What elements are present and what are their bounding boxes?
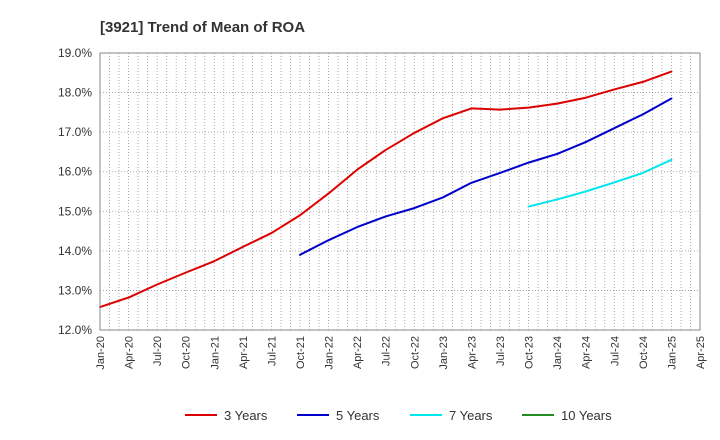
x-tick-label: Oct-23	[524, 336, 536, 369]
x-tick-label: Apr-21	[238, 336, 250, 369]
x-tick-label: Jan-21	[209, 336, 221, 370]
legend: 3 Years 5 Years 7 Years 10 Years	[185, 408, 612, 423]
x-tick-label: Apr-20	[124, 336, 136, 369]
x-tick-label: Jan-23	[438, 336, 450, 370]
y-tick-label: 16.0%	[58, 165, 92, 179]
series-line-5-years	[299, 97, 673, 256]
legend-label: 10 Years	[561, 408, 612, 423]
y-tick-label: 15.0%	[58, 204, 92, 218]
y-tick-label: 19.0%	[58, 46, 92, 60]
x-tick-label: Jul-23	[495, 336, 507, 366]
x-axis-ticks: Jan-20 Apr-20 Jul-20 Oct-20 Jan-21 Apr-21 Jul-…	[95, 336, 707, 370]
y-tick-label: 13.0%	[58, 283, 92, 297]
x-tick-label: Jan-24	[552, 336, 564, 370]
x-tick-label: Jan-20	[95, 336, 107, 370]
legend-label: 7 Years	[449, 408, 493, 423]
x-tick-label: Apr-23	[466, 336, 478, 369]
y-tick-label: 17.0%	[58, 125, 92, 139]
x-tick-label: Oct-24	[638, 336, 650, 369]
x-tick-label: Jul-24	[609, 336, 621, 366]
y-axis-ticks: 12.0% 13.0% 14.0% 15.0% 16.0% 17.0% 18.0% 19.0%	[58, 46, 92, 337]
y-tick-label: 14.0%	[58, 244, 92, 258]
x-tick-label: Apr-24	[581, 336, 593, 369]
chart-title: [3921] Trend of Mean of ROA	[100, 19, 305, 36]
y-tick-label: 12.0%	[58, 323, 92, 337]
x-tick-label: Oct-20	[181, 336, 193, 369]
x-tick-label: Jan-22	[324, 336, 336, 370]
x-tick-label: Jul-22	[381, 336, 393, 366]
x-tick-label: Jul-21	[266, 336, 278, 366]
x-tick-label: Jul-20	[152, 336, 164, 366]
x-tick-label: Apr-22	[352, 336, 364, 369]
y-tick-label: 18.0%	[58, 86, 92, 100]
legend-label: 3 Years	[224, 408, 268, 423]
series-line-7-years	[527, 158, 673, 208]
grid-lines	[100, 52, 700, 331]
plot-area	[100, 53, 700, 330]
legend-label: 5 Years	[336, 408, 380, 423]
series-lines	[99, 70, 673, 309]
x-tick-label: Oct-22	[409, 336, 421, 369]
x-tick-label: Jan-25	[666, 336, 678, 370]
series-line-3-years	[99, 70, 673, 309]
x-tick-label: Oct-21	[295, 336, 307, 369]
x-tick-label: Apr-25	[695, 336, 707, 369]
plot-border	[99, 52, 701, 331]
